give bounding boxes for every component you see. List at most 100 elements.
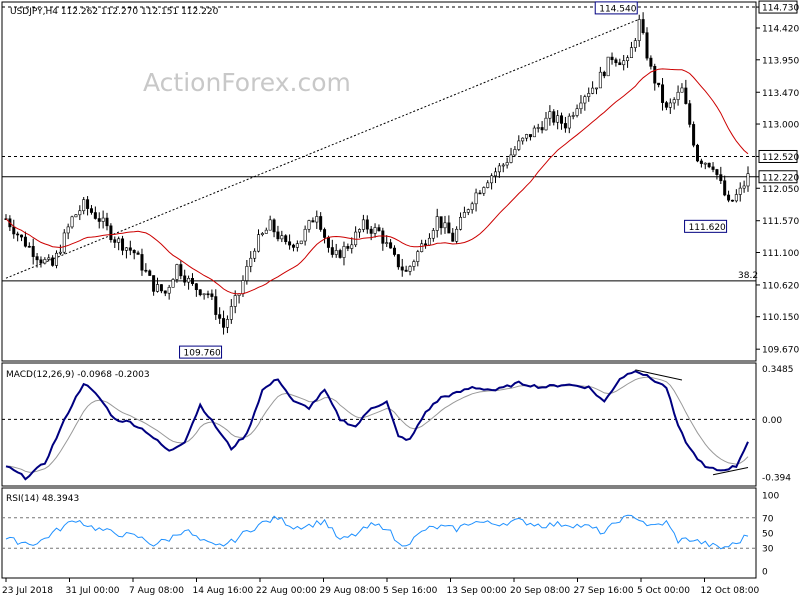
price-label-10: 110.620 (762, 281, 799, 291)
candle (187, 275, 191, 290)
candle (338, 248, 342, 259)
candle (583, 94, 587, 111)
candle (455, 226, 459, 244)
candle (517, 135, 521, 152)
candle-body (342, 246, 346, 258)
candle (668, 98, 672, 114)
candle (703, 162, 707, 170)
candle (167, 284, 171, 300)
candle-body (404, 269, 408, 272)
candle-body (598, 71, 602, 89)
candle (214, 289, 218, 320)
candle (35, 253, 39, 268)
candle-body (82, 199, 86, 212)
candle (556, 110, 560, 130)
candle-body (571, 115, 575, 117)
candle (509, 147, 513, 164)
candle-body (567, 115, 571, 129)
candle (427, 233, 431, 246)
candle (684, 79, 688, 105)
candle-body (117, 238, 121, 243)
candle-body (171, 279, 175, 288)
macd-label-2: -0.394 (762, 473, 791, 483)
price-label-2: 113.950 (762, 56, 799, 66)
candle-body (27, 245, 31, 248)
candle (183, 269, 187, 286)
candle (618, 58, 622, 66)
candle (424, 239, 428, 249)
candle-body (303, 228, 307, 242)
candle (699, 158, 703, 168)
candle (229, 299, 233, 324)
candle-body (657, 82, 661, 86)
candle (171, 278, 175, 288)
candle (408, 265, 412, 276)
candle (291, 243, 295, 252)
macd-signal-line (5, 376, 749, 473)
time-label-11: 12 Oct 08:00 (701, 586, 760, 596)
price-label-1: 114.420 (762, 25, 799, 35)
ohlc-values: 112.262 112.270 112.151 112.220 (61, 7, 219, 17)
candle (466, 208, 470, 216)
candle (237, 293, 241, 304)
candle-body (548, 111, 552, 119)
candle (280, 230, 284, 243)
price-label-4: 113.000 (762, 121, 799, 131)
candle-body (31, 246, 35, 257)
annotation-box (179, 345, 223, 359)
candle (365, 215, 369, 234)
time-label-1: 31 Jul 00:00 (66, 586, 120, 596)
candle-body (711, 166, 715, 170)
candle-body (594, 87, 598, 90)
candle-body (490, 175, 494, 184)
price-label-9: 111.100 (762, 249, 799, 259)
candle (513, 146, 517, 157)
candle (12, 219, 16, 239)
candle-body (66, 226, 70, 234)
candle-body (43, 259, 47, 264)
candle-body (70, 216, 74, 228)
candle (225, 315, 229, 334)
candle-body (202, 293, 206, 296)
candle-body (222, 318, 226, 328)
candle-body (730, 199, 734, 202)
annotation-box (684, 219, 728, 233)
candle (249, 251, 253, 273)
fib-label: 38.2 (738, 271, 758, 281)
candle-body (148, 270, 152, 276)
candle-body (544, 117, 548, 131)
candle (276, 225, 280, 242)
candle-body (633, 40, 637, 48)
candle (676, 85, 680, 106)
candle (31, 238, 35, 265)
candle (715, 168, 719, 180)
candle-body (692, 124, 696, 146)
rsi-line (5, 514, 749, 550)
candle-body (474, 192, 478, 205)
candle (194, 283, 198, 297)
candle (548, 105, 552, 126)
candle-body (532, 127, 536, 138)
candle (443, 215, 447, 234)
candle-body (89, 208, 93, 213)
candle (117, 236, 121, 251)
candle (602, 70, 606, 79)
candle (323, 227, 327, 244)
candle (136, 250, 140, 255)
price-label-7: 112.050 (762, 185, 799, 195)
candle-body (727, 194, 731, 201)
candle-body (626, 57, 630, 62)
candle-body (365, 219, 369, 230)
candle (311, 217, 315, 223)
candle (723, 175, 727, 197)
candle-body (330, 247, 334, 255)
candle-body (459, 216, 463, 230)
price-label-6: 112.220 (762, 173, 799, 183)
candle-body (194, 283, 198, 291)
price-label-11: 110.150 (762, 313, 799, 323)
candle (505, 157, 509, 169)
candle-body (653, 66, 657, 84)
candle-body (47, 257, 51, 260)
candle-body (664, 102, 668, 108)
candle (97, 212, 101, 229)
